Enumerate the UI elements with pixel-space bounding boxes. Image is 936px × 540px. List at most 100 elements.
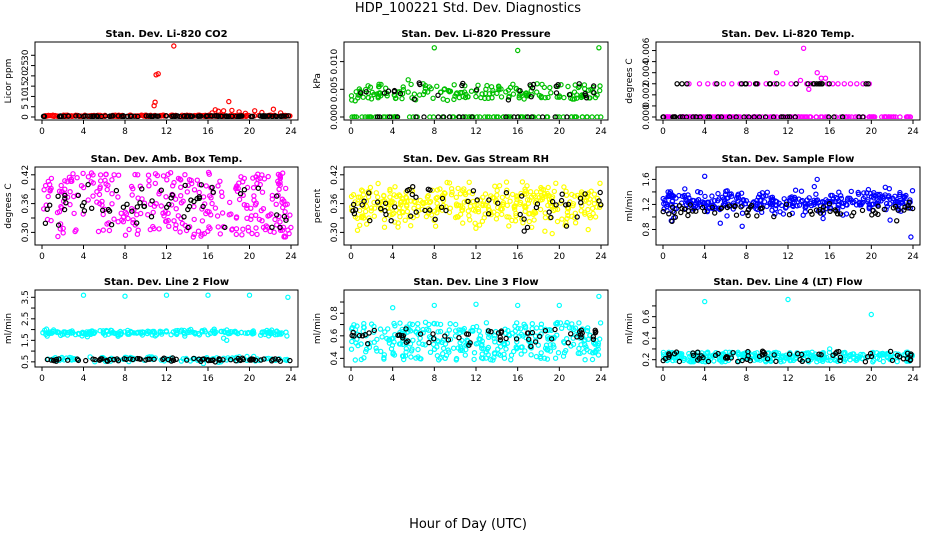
data-point xyxy=(769,207,775,213)
data-point xyxy=(867,190,874,197)
data-point xyxy=(146,329,152,335)
reference-point xyxy=(895,207,901,213)
data-point xyxy=(239,179,246,185)
data-point xyxy=(777,209,783,215)
x-tick-label: 16 xyxy=(202,374,214,384)
data-point xyxy=(48,217,54,224)
reference-point xyxy=(910,205,916,212)
data-point xyxy=(354,323,360,329)
data-point xyxy=(375,194,381,200)
reference-point xyxy=(574,334,580,340)
reference-point xyxy=(568,331,574,337)
data-point xyxy=(430,341,437,348)
data-point xyxy=(405,77,411,83)
reference-point xyxy=(660,114,667,119)
data-point xyxy=(753,205,759,212)
reference-point xyxy=(826,200,833,207)
reference-point xyxy=(416,80,422,86)
reference-point xyxy=(274,113,280,119)
data-point xyxy=(576,320,582,326)
x-tick-label: 0 xyxy=(39,252,45,262)
reference-point xyxy=(413,209,419,215)
data-point xyxy=(97,185,103,192)
reference-point xyxy=(413,194,419,200)
data-point xyxy=(277,227,284,233)
data-point xyxy=(287,212,293,218)
outlier-point xyxy=(702,298,708,305)
data-point xyxy=(874,355,881,361)
outlier-point xyxy=(205,292,211,298)
data-point xyxy=(819,114,825,119)
x-tick-label: 20 xyxy=(866,252,878,262)
data-point xyxy=(264,327,270,334)
reference-point xyxy=(405,338,411,344)
data-point xyxy=(415,346,421,353)
data-point xyxy=(563,322,569,328)
data-point xyxy=(146,177,152,184)
data-point xyxy=(532,194,539,200)
data-point xyxy=(72,331,79,338)
reference-point xyxy=(900,356,907,362)
data-point xyxy=(574,92,580,98)
data-point xyxy=(735,192,741,199)
reference-point xyxy=(196,356,202,362)
data-point xyxy=(284,356,290,363)
reference-point xyxy=(773,358,779,365)
data-point xyxy=(563,347,569,354)
reference-point xyxy=(121,113,127,119)
data-point xyxy=(483,320,490,326)
data-point xyxy=(411,91,418,97)
outlier-point xyxy=(800,45,807,52)
data-point xyxy=(760,193,767,199)
reference-point xyxy=(906,199,912,205)
data-point xyxy=(886,193,892,199)
reference-point xyxy=(517,87,523,94)
y-tick-label: 0.000 xyxy=(330,104,340,130)
reference-point xyxy=(525,330,531,336)
data-point xyxy=(473,225,479,231)
outlier-point xyxy=(705,81,711,87)
outlier-point xyxy=(814,69,820,76)
data-point xyxy=(757,197,763,203)
y-tick-label: 0.30 xyxy=(330,222,340,242)
data-point xyxy=(499,194,506,201)
reference-point xyxy=(44,206,50,212)
data-point xyxy=(453,201,460,207)
reference-point xyxy=(503,114,509,119)
x-tick-label: 4 xyxy=(81,127,87,137)
data-point xyxy=(471,350,478,356)
data-point xyxy=(258,207,264,214)
data-point xyxy=(701,200,708,207)
reference-point xyxy=(529,85,536,91)
x-tick-label: 12 xyxy=(161,127,172,137)
data-point xyxy=(95,228,102,235)
reference-point xyxy=(746,114,752,119)
data-point xyxy=(805,350,811,356)
outlier-point xyxy=(788,81,794,87)
data-point xyxy=(669,198,676,204)
x-tick-label: 8 xyxy=(431,374,437,384)
data-point xyxy=(526,218,533,225)
outlier-point xyxy=(596,293,602,300)
reference-point xyxy=(99,207,106,213)
points xyxy=(348,179,604,237)
data-point xyxy=(872,193,878,199)
data-point xyxy=(272,216,278,223)
reference-point xyxy=(208,357,214,364)
data-point xyxy=(551,207,557,214)
reference-point xyxy=(524,224,531,231)
reference-point xyxy=(497,337,503,343)
outlier-point xyxy=(847,81,854,87)
data-point xyxy=(437,328,444,335)
data-point xyxy=(518,190,524,197)
reference-point xyxy=(705,358,712,365)
reference-point xyxy=(133,220,140,226)
data-point xyxy=(451,82,457,88)
reference-point xyxy=(470,188,477,194)
data-point xyxy=(482,95,488,102)
data-point xyxy=(513,333,519,339)
data-point xyxy=(445,87,452,94)
data-point xyxy=(355,194,361,200)
data-point xyxy=(409,321,416,328)
data-point xyxy=(426,321,432,328)
